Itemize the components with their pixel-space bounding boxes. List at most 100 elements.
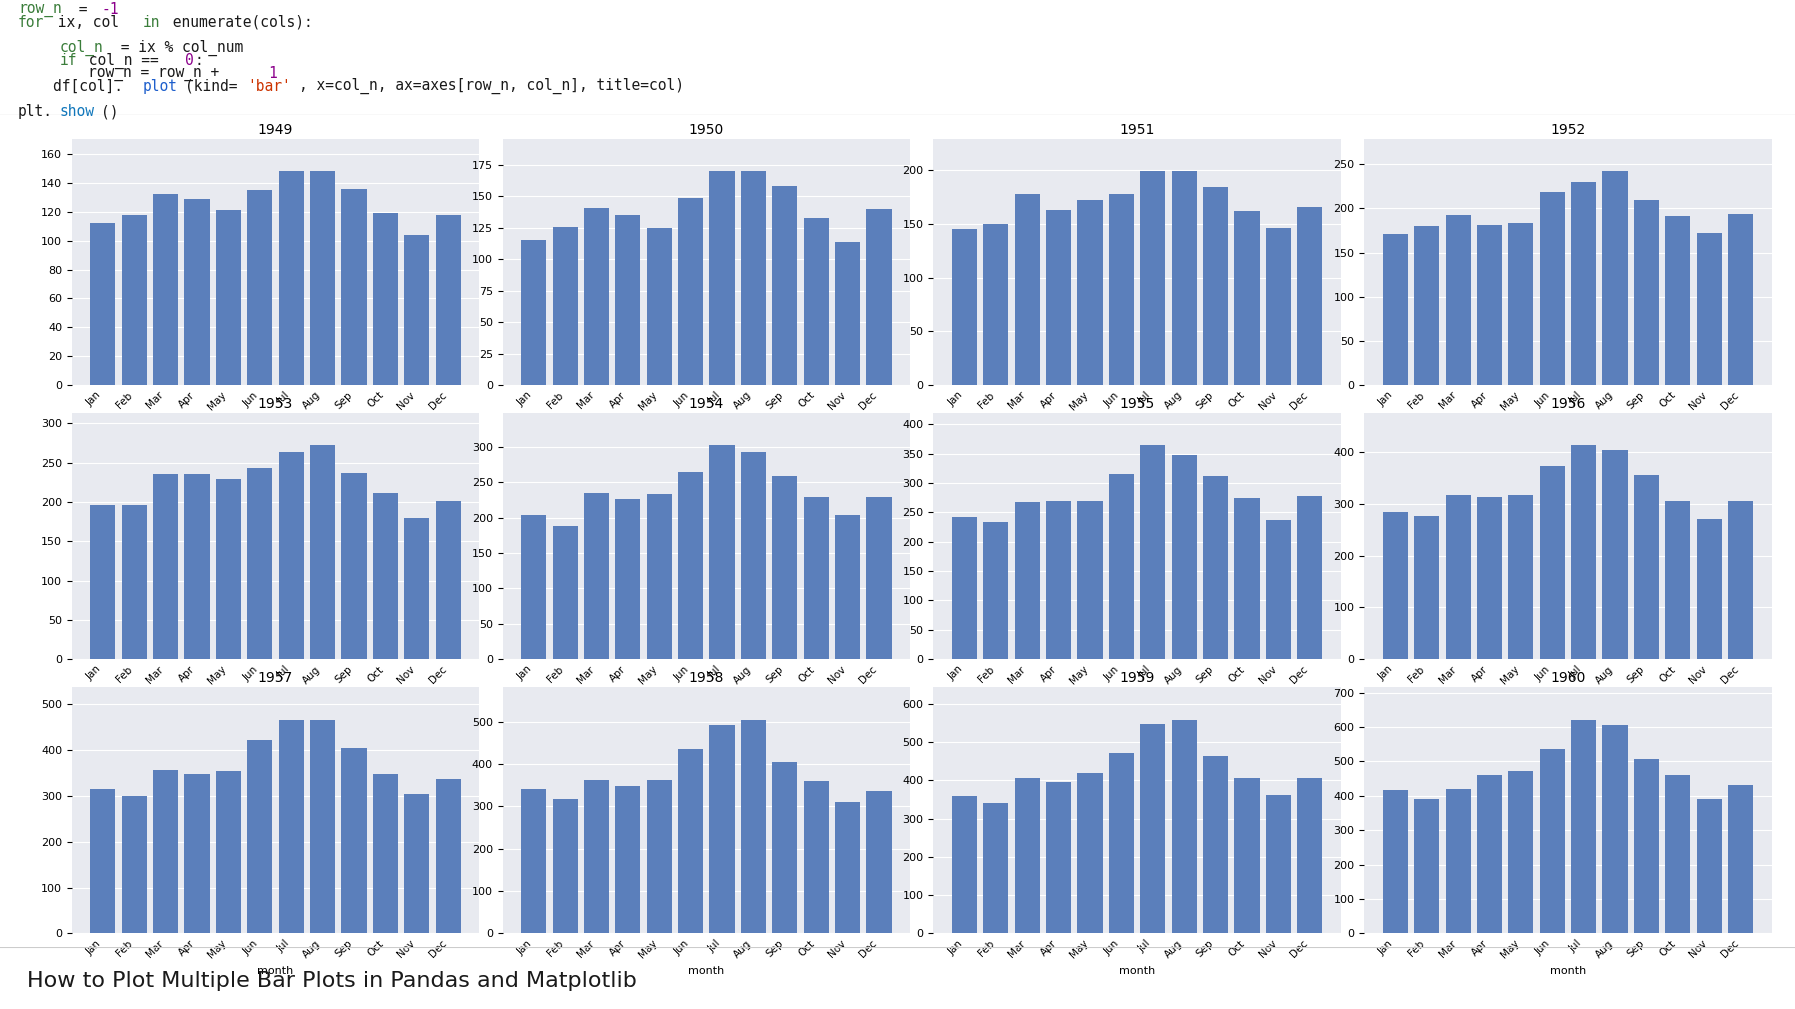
Bar — [867, 791, 892, 933]
Bar — [1603, 172, 1628, 385]
Bar — [646, 228, 671, 385]
Bar — [1445, 495, 1470, 659]
Bar — [1477, 225, 1502, 385]
Title: 1954: 1954 — [689, 397, 723, 411]
Text: if: if — [59, 53, 77, 69]
Bar — [772, 762, 797, 933]
Bar — [1109, 474, 1134, 659]
Bar — [436, 501, 461, 659]
X-axis label: month: month — [257, 966, 294, 976]
Bar — [553, 227, 578, 385]
Text: How to Plot Multiple Bar Plots in Pandas and Matplotlib: How to Plot Multiple Bar Plots in Pandas… — [27, 971, 637, 991]
Bar — [1477, 775, 1502, 933]
Bar — [1235, 498, 1260, 659]
Bar — [1014, 778, 1039, 933]
Bar — [1729, 214, 1754, 385]
Bar — [1540, 750, 1565, 933]
Bar — [1046, 782, 1072, 933]
Bar — [951, 796, 976, 933]
Bar — [1633, 201, 1659, 385]
Bar — [215, 210, 241, 385]
Text: -1: -1 — [101, 2, 118, 17]
Bar — [867, 497, 892, 659]
Bar — [1077, 773, 1102, 933]
Bar — [1382, 234, 1407, 385]
Text: show: show — [59, 104, 95, 119]
Bar — [311, 172, 336, 385]
Bar — [90, 223, 115, 385]
Bar — [1140, 445, 1165, 659]
Text: col_n: col_n — [59, 39, 104, 57]
Bar — [278, 452, 303, 659]
Bar — [1046, 210, 1072, 385]
Bar — [153, 195, 178, 385]
Bar — [1265, 228, 1291, 385]
Bar — [679, 472, 704, 659]
Bar — [122, 795, 147, 933]
Title: 1951: 1951 — [1120, 123, 1154, 136]
Bar — [709, 445, 734, 659]
Bar — [553, 526, 578, 659]
Bar — [1445, 215, 1470, 385]
Title: 1960: 1960 — [1551, 671, 1585, 685]
Bar — [373, 775, 398, 933]
Text: plt.: plt. — [18, 104, 52, 119]
Bar — [1203, 476, 1228, 659]
Bar — [373, 493, 398, 659]
Bar — [278, 172, 303, 385]
Text: enumerate(cols):: enumerate(cols): — [163, 15, 312, 30]
Bar — [404, 518, 429, 659]
Text: 1: 1 — [267, 66, 276, 81]
Bar — [583, 208, 609, 385]
Bar — [521, 789, 546, 933]
Bar — [1203, 756, 1228, 933]
Bar — [90, 506, 115, 659]
Bar — [1666, 775, 1691, 933]
Bar — [1382, 790, 1407, 933]
Bar — [1172, 719, 1197, 933]
Bar — [583, 780, 609, 933]
Bar — [404, 794, 429, 933]
Bar — [1298, 207, 1323, 385]
Bar — [1666, 500, 1691, 659]
Bar — [1046, 501, 1072, 659]
Bar — [1077, 500, 1102, 659]
Bar — [984, 523, 1009, 659]
Text: row_n: row_n — [18, 2, 61, 17]
Title: 1950: 1950 — [689, 123, 723, 136]
Bar — [185, 199, 210, 385]
Bar — [1140, 172, 1165, 385]
Bar — [1298, 495, 1323, 659]
Bar — [1696, 519, 1721, 659]
Text: row_n = row_n +: row_n = row_n + — [18, 66, 228, 81]
Bar — [248, 741, 273, 933]
Text: in: in — [144, 15, 160, 30]
Bar — [436, 215, 461, 385]
Bar — [185, 774, 210, 933]
Bar — [1666, 216, 1691, 385]
Text: :: : — [196, 53, 203, 69]
X-axis label: month: month — [1118, 966, 1156, 976]
Bar — [1172, 455, 1197, 659]
Bar — [1203, 188, 1228, 385]
Title: 1958: 1958 — [689, 671, 723, 685]
Bar — [1696, 799, 1721, 933]
Bar — [1477, 497, 1502, 659]
Bar — [772, 476, 797, 659]
Bar — [185, 474, 210, 659]
Bar — [984, 802, 1009, 933]
Title: 1949: 1949 — [258, 123, 293, 136]
Bar — [1633, 759, 1659, 933]
Bar — [835, 242, 860, 385]
Bar — [278, 720, 303, 933]
Text: col_n ==: col_n == — [81, 52, 169, 69]
Bar — [153, 473, 178, 659]
Bar — [1571, 182, 1596, 385]
Bar — [709, 172, 734, 385]
Bar — [90, 789, 115, 933]
Text: =: = — [70, 2, 97, 17]
Bar — [341, 189, 366, 385]
Bar — [867, 209, 892, 385]
Bar — [311, 719, 336, 933]
Title: 1956: 1956 — [1551, 397, 1585, 411]
